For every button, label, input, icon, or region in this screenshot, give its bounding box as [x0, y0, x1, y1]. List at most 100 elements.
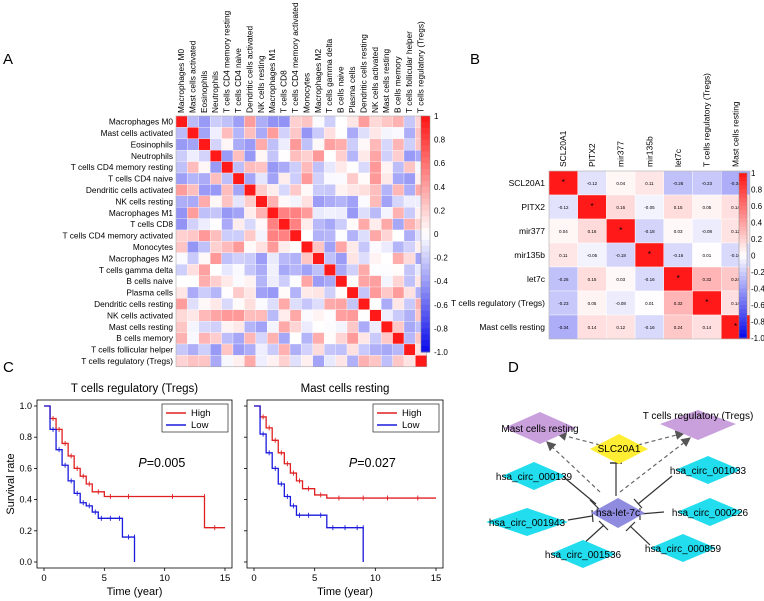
cell-value: -0.23: [558, 301, 569, 306]
heatmap-cell: [187, 309, 199, 322]
heatmap-cell: [692, 242, 722, 268]
heatmap-cell: [324, 241, 336, 253]
colorbar-tick: -1.0: [751, 334, 764, 343]
heatmap-cell: [232, 321, 245, 333]
heatmap-cell: [267, 241, 279, 253]
cell-value: -0.18: [644, 229, 655, 234]
heatmap-cell: [289, 264, 302, 276]
heatmap-cell: [392, 298, 405, 310]
heatmap-cell: [267, 309, 279, 322]
heatmap-cell: [358, 161, 370, 174]
cell-value: -0.26: [558, 277, 569, 282]
heatmap-cell: [403, 321, 416, 333]
node-c1033-label: hsa_circ_001033: [670, 466, 747, 477]
heatmap-cell: [369, 172, 382, 185]
heatmap-cell: [267, 115, 279, 128]
row-label: Macrophages M1: [109, 208, 173, 218]
heatmap-cell: [255, 207, 268, 219]
heatmap-cell: [324, 172, 336, 185]
heatmap-cell: [221, 172, 234, 185]
heatmap-cell: [369, 355, 382, 367]
cell-value: -0.26: [673, 181, 684, 186]
heatmap-cell: [381, 138, 393, 151]
heatmap-cell: [369, 264, 382, 276]
heatmap-cell: [335, 298, 348, 310]
heatmap-cell: [278, 161, 291, 174]
heatmap-cell: [324, 298, 336, 310]
heatmap-cell: [381, 309, 393, 322]
heatmap-cell: [403, 229, 416, 242]
heatmap-cell: [198, 115, 211, 128]
cell-value: *: [677, 274, 680, 283]
cell-value: 0.15: [674, 205, 683, 210]
heatmap-cell: [403, 343, 416, 356]
heatmap-cell: [346, 355, 359, 367]
cell-value: 0.14: [702, 325, 711, 330]
heatmap-cell: [634, 314, 664, 340]
heatmap-cell: [267, 150, 279, 162]
heatmap-cell: [175, 309, 188, 322]
row-label: NK cells resting: [115, 196, 173, 206]
heatmap-cell: [255, 332, 268, 345]
heatmap-cell: [577, 314, 607, 340]
heatmap-cell: [255, 229, 268, 242]
heatmap-cell: [324, 343, 336, 356]
heatmap-cell: [232, 161, 245, 174]
heatmap-cell: [324, 286, 336, 299]
heatmap-cell: [392, 150, 405, 162]
row-label: PITX2: [521, 202, 545, 212]
heatmap-cell: [278, 150, 291, 162]
heatmap-cell: [381, 184, 393, 196]
heatmap-cell: [577, 242, 607, 268]
cell-value: 0.03: [674, 229, 683, 234]
colorbar-tick: -0.6: [751, 301, 764, 310]
heatmap-cell: [221, 195, 234, 208]
heatmap-cell: [232, 150, 245, 162]
heatmap-cell: [312, 241, 325, 253]
edge-slc-treg: [637, 430, 686, 446]
heatmap-cell: [335, 172, 348, 185]
heatmap-cell: [403, 264, 416, 276]
heatmap-cell: [312, 161, 325, 174]
heatmap-cell: [312, 138, 325, 151]
row-label: Macrophages M0: [109, 117, 173, 127]
y-tick-label: 0.4: [19, 495, 32, 505]
heatmap-cell: [381, 127, 393, 139]
heatmap-cell: [278, 264, 291, 276]
heatmap-cell: [324, 195, 336, 208]
heatmap-cell: [335, 252, 348, 265]
heatmap-cell: [312, 229, 325, 242]
heatmap-cell: [381, 252, 393, 265]
heatmap-cell: [381, 286, 393, 299]
cell-value: 0.11: [645, 181, 654, 186]
colorbar-tick: 0.6: [434, 159, 446, 168]
heatmap-cell: [392, 161, 405, 174]
heatmap-cell: [198, 207, 211, 219]
heatmap-cell: [369, 252, 382, 265]
heatmap-cell: [403, 298, 416, 310]
heatmap-cell: [278, 355, 291, 367]
heatmap-cell: [301, 275, 313, 288]
heatmap-cell: [244, 252, 256, 265]
heatmap-cell: [335, 275, 348, 288]
heatmap-cell: [221, 218, 234, 231]
heatmap-cell: [577, 218, 607, 244]
heatmap-cell: [232, 355, 245, 367]
row-label: T cells CD4 memory activated: [62, 231, 173, 241]
cell-value: 0.01: [702, 253, 711, 258]
heatmap-cell: [301, 355, 313, 367]
heatmap-cell: [255, 252, 268, 265]
cell-value: *: [705, 298, 708, 307]
heatmap-cell: [369, 229, 382, 242]
heatmap-cell: [663, 314, 693, 340]
survival-curve-low: [254, 405, 364, 562]
heatmap-cell: [187, 286, 199, 299]
heatmap-cell: [312, 275, 325, 288]
row-label: Dendritic cells activated: [86, 185, 174, 195]
heatmap-cell: [198, 298, 211, 310]
colorbar-tick: 1: [751, 169, 756, 178]
cell-value: *: [562, 178, 565, 187]
heatmap-cell: [369, 195, 382, 208]
heatmap-cell: [403, 286, 416, 299]
heatmap-cell: [403, 218, 416, 231]
